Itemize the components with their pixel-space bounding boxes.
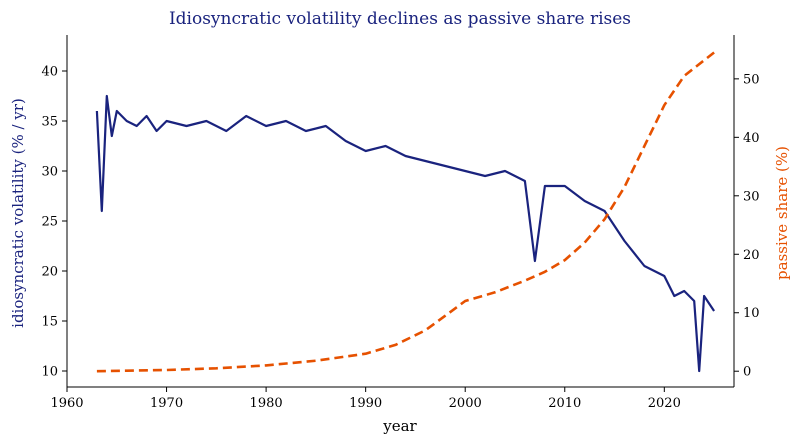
right-y-tick-label: 10 [743,306,760,321]
right-y-axis-ticks: 0 10 20 30 40 50 [734,72,760,380]
right-y-tick-label: 50 [743,72,760,87]
chart-title: Idiosyncratic volatility declines as pas… [169,9,631,29]
passive-share-line [96,51,715,373]
right-y-axis-label: passive share (%) [773,146,791,280]
left-y-tick-label: 35 [41,115,58,130]
left-y-axis-ticks: 10 15 20 25 30 35 40 [41,65,67,380]
left-y-tick-label: 15 [41,315,58,330]
volatility-line [95,94,716,373]
x-axis-label: year [382,417,417,435]
left-y-tick-label: 40 [41,65,58,80]
x-tick-label: 1990 [349,396,382,411]
left-y-tick-label: 25 [41,215,58,230]
x-tick-label: 1980 [250,396,283,411]
left-y-axis-label: idiosyncratic volatility (% / yr) [9,98,27,328]
left-y-tick-label: 10 [41,365,58,380]
right-y-tick-label: 40 [743,131,760,146]
x-tick-label: 2000 [449,396,482,411]
x-tick-label: 1960 [50,396,83,411]
x-tick-label: 2010 [548,396,581,411]
series-layer [95,51,716,373]
x-axis-ticks: 1960 1970 1980 1990 2000 2010 2020 [50,387,681,411]
right-y-tick-label: 20 [743,248,760,263]
plot-frame [66,35,735,388]
left-y-tick-label: 20 [41,265,58,280]
x-tick-label: 1970 [150,396,183,411]
right-y-tick-label: 0 [743,365,751,380]
right-y-tick-label: 30 [743,189,760,204]
x-tick-label: 2020 [648,396,681,411]
left-y-tick-label: 30 [41,165,58,180]
